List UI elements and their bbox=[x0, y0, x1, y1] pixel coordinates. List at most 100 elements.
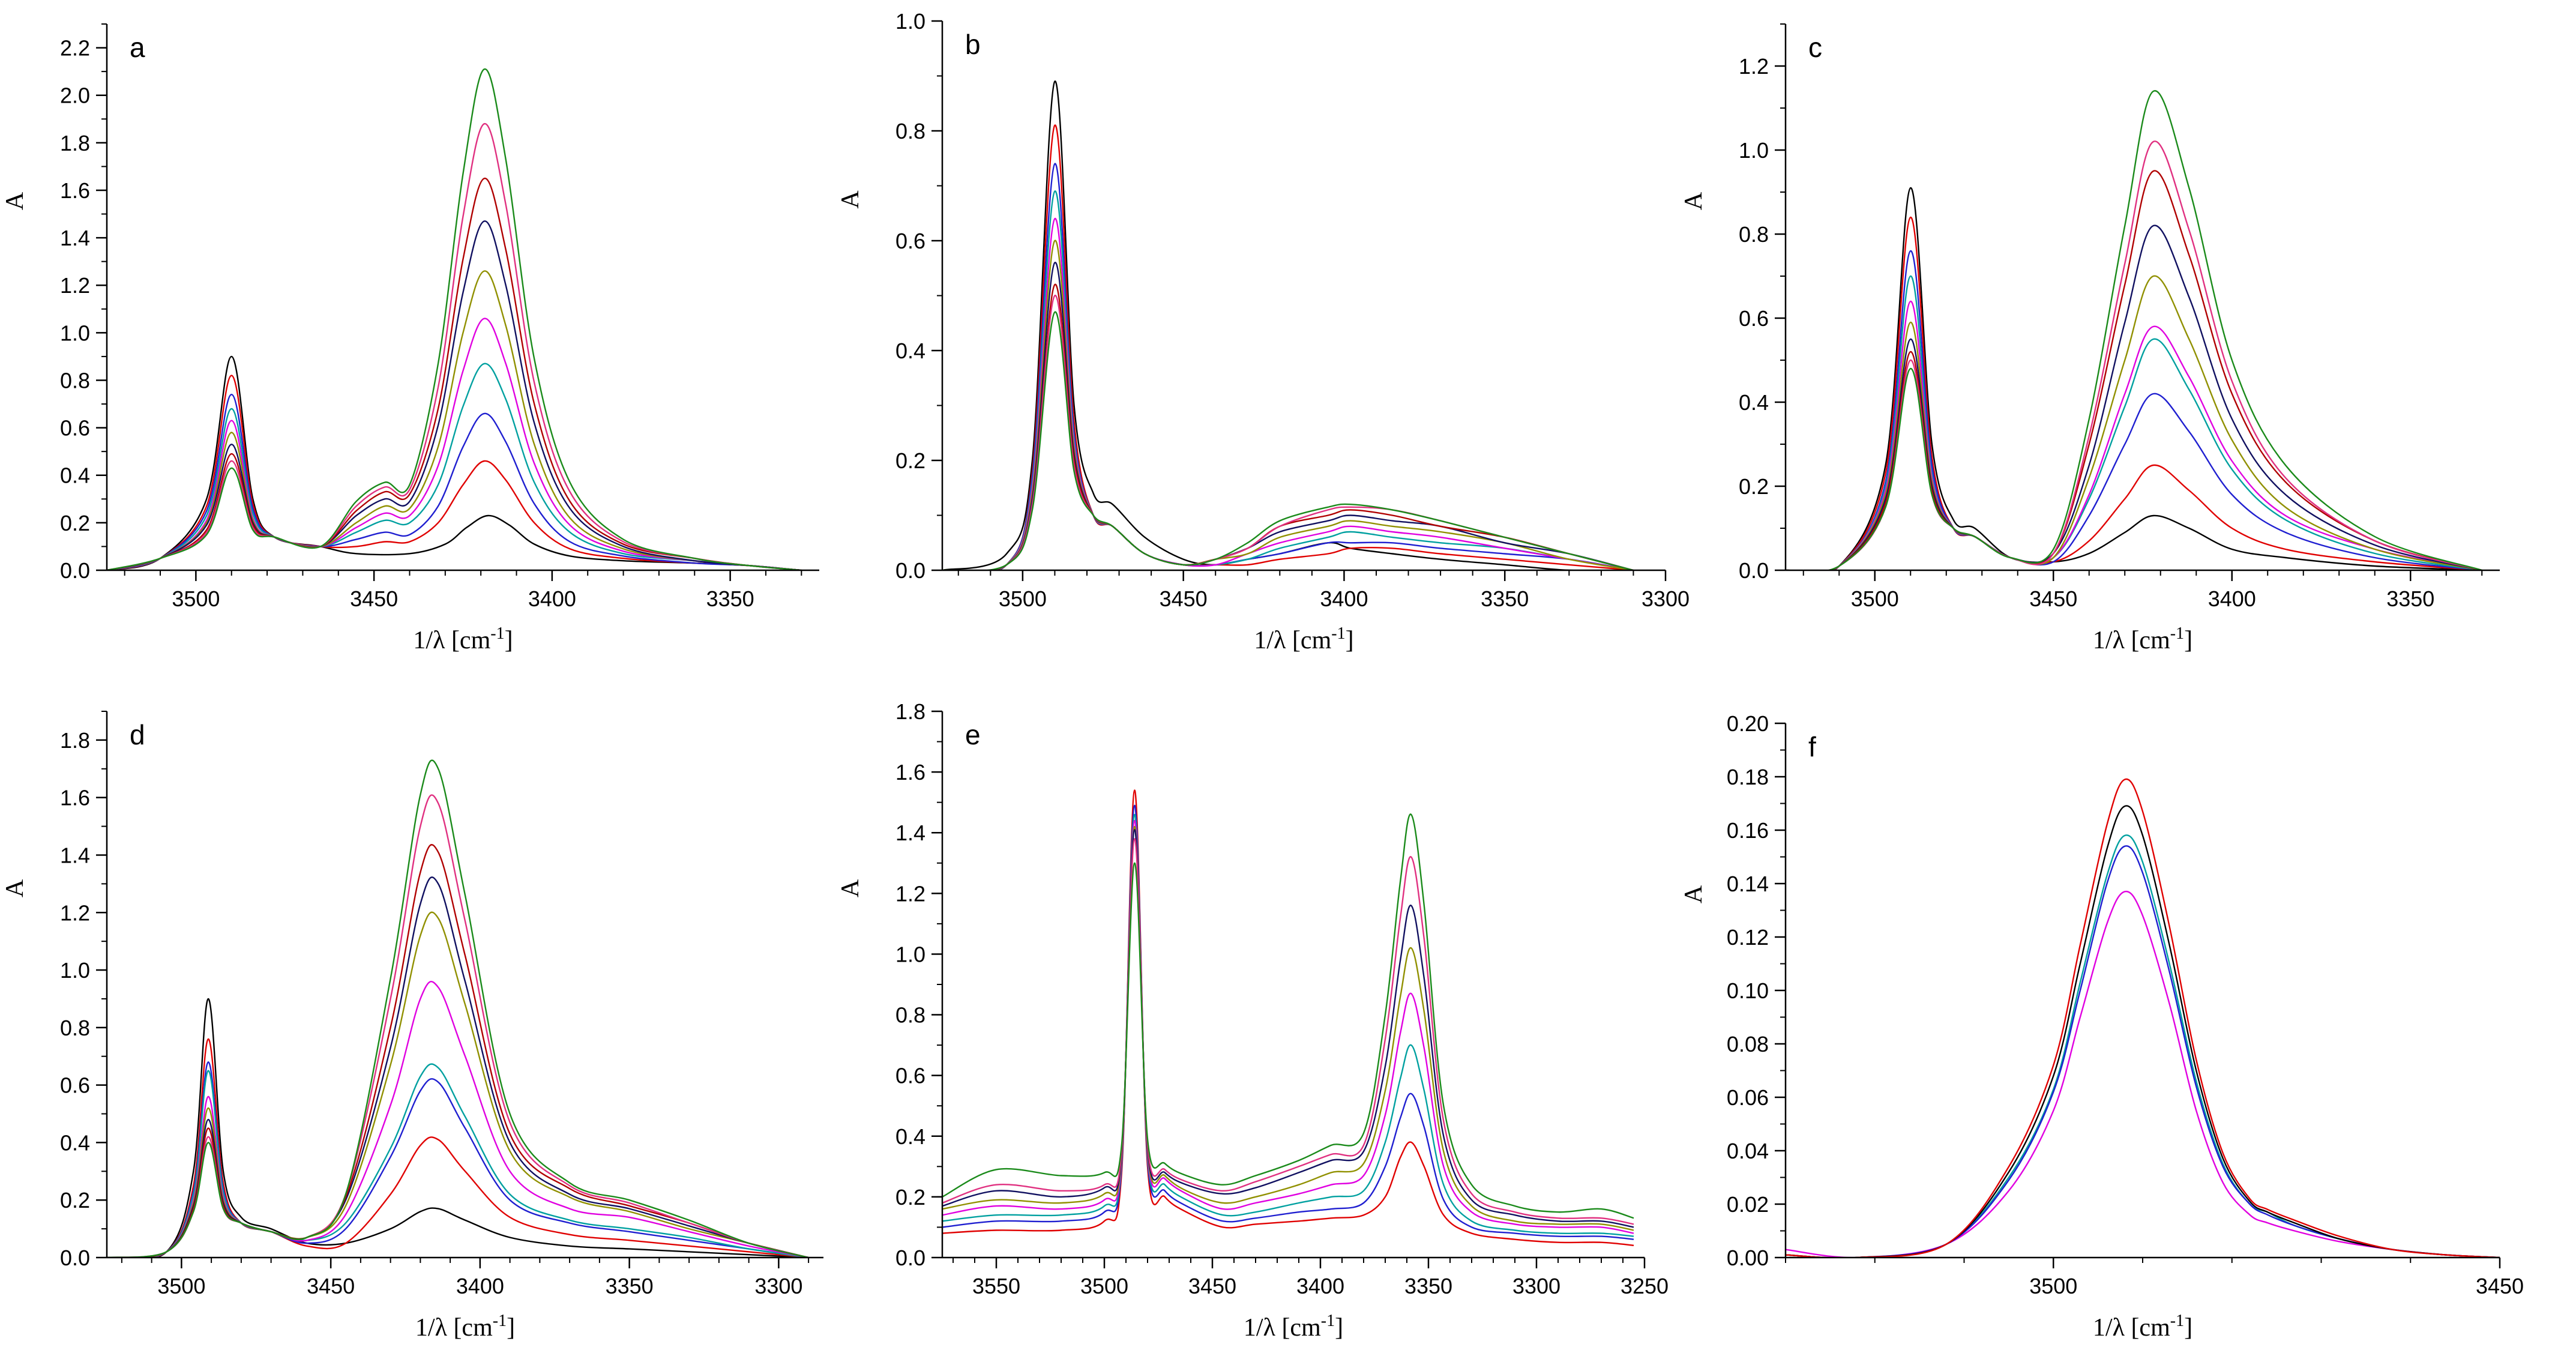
y-tick-label: 0.6 bbox=[895, 229, 925, 253]
series-line-9 bbox=[1786, 140, 2482, 570]
y-tick-label: 1.0 bbox=[1739, 138, 1769, 163]
y-tick-label: 1.6 bbox=[895, 760, 925, 785]
x-tick-label: 3450 bbox=[350, 586, 398, 611]
y-tick-label: 1.8 bbox=[895, 699, 925, 724]
y-tick-label: 1.6 bbox=[60, 786, 90, 810]
y-tick-label: 0.4 bbox=[1739, 390, 1769, 415]
series-line-10 bbox=[107, 68, 802, 570]
series-line-4 bbox=[942, 819, 1634, 1234]
series-line-1 bbox=[942, 789, 1634, 1246]
series-line-10 bbox=[107, 759, 809, 1258]
series-line-7 bbox=[1786, 224, 2482, 570]
series-line-4 bbox=[107, 363, 802, 570]
y-tick-label: 0.08 bbox=[1727, 1032, 1769, 1056]
panel-c: 0.0 0.2 0.4 0.6 0.8 1.0 1.2 3500 3450 3400 3350 1/λ… bbox=[1680, 23, 2500, 654]
series-line-9 bbox=[107, 123, 802, 570]
series-line-2 bbox=[1786, 216, 2482, 570]
series-group bbox=[1786, 90, 2482, 570]
x-axis-title: 1/λ [cm-1] bbox=[2093, 1312, 2192, 1342]
y-axis-title: A bbox=[1680, 885, 1708, 903]
y-axis-title: A bbox=[1, 191, 29, 210]
y-tick-label: 0.8 bbox=[60, 1016, 90, 1040]
series-line-2 bbox=[107, 1038, 809, 1258]
panel-b: 0.0 0.2 0.4 0.6 0.8 1.0 3500 3450 3400 3350 3300 1/… bbox=[837, 9, 1690, 654]
y-tick-label: 1.0 bbox=[895, 942, 925, 966]
x-tick-label: 3450 bbox=[307, 1274, 355, 1298]
y-tick-label: 1.2 bbox=[60, 900, 90, 925]
x-axis-title: 1/λ [cm-1] bbox=[415, 1312, 515, 1342]
x-tick-label: 3400 bbox=[1296, 1274, 1344, 1298]
y-tick-label: 0.6 bbox=[1739, 306, 1769, 331]
y-tick-label: 0.20 bbox=[1727, 711, 1769, 736]
y-tick-label: 1.6 bbox=[60, 178, 90, 203]
y-tick-label: 0.8 bbox=[895, 119, 925, 143]
panel-d: 0.0 0.2 0.4 0.6 0.8 1.0 1.2 1.4 1.6 1.8 3500 3450 34… bbox=[1, 711, 823, 1342]
x-tick-label: 3500 bbox=[172, 586, 220, 611]
series-line-5 bbox=[1786, 300, 2482, 570]
y-tick-label: 1.0 bbox=[60, 321, 90, 345]
x-tick-label: 3350 bbox=[606, 1274, 654, 1298]
y-tick-label: 0.12 bbox=[1727, 925, 1769, 950]
x-tick-label: 3500 bbox=[1851, 586, 1899, 611]
series-group bbox=[942, 789, 1634, 1246]
y-axis-title: A bbox=[837, 879, 864, 897]
series-line-6 bbox=[107, 270, 802, 570]
series-line-5 bbox=[107, 981, 809, 1258]
y-tick-label: 1.2 bbox=[60, 273, 90, 298]
y-tick-label: 0.0 bbox=[60, 1246, 90, 1270]
series-group bbox=[107, 759, 809, 1258]
y-tick-label: 0.2 bbox=[60, 511, 90, 535]
y-tick-label: 0.4 bbox=[60, 1130, 90, 1155]
y-tick-label: 0.2 bbox=[1739, 474, 1769, 499]
panel-f: 0.00 0.02 0.04 0.06 0.08 0.10 0.12 0.14 0.16 0.18… bbox=[1680, 711, 2524, 1342]
y-tick-label: 0.8 bbox=[60, 368, 90, 393]
series-line-2 bbox=[107, 375, 802, 570]
y-tick-label: 1.4 bbox=[60, 226, 90, 250]
series-line-7 bbox=[107, 220, 802, 570]
y-tick-label: 0.4 bbox=[895, 1124, 925, 1149]
y-tick-label: 0.04 bbox=[1727, 1139, 1769, 1163]
series-line-7 bbox=[942, 838, 1634, 1225]
series-line-6 bbox=[942, 828, 1634, 1228]
series-line-8 bbox=[107, 844, 809, 1258]
y-tick-label: 0.14 bbox=[1727, 872, 1769, 896]
y-tick-label: 1.8 bbox=[60, 728, 90, 753]
series-line-3 bbox=[107, 1061, 809, 1258]
series-line-10 bbox=[1786, 90, 2482, 570]
y-tick-label: 0.0 bbox=[1739, 558, 1769, 583]
series-line-8 bbox=[942, 813, 1634, 1219]
y-tick-label: 0.6 bbox=[60, 1073, 90, 1098]
series-line-3 bbox=[942, 813, 1634, 1237]
series-line-3 bbox=[1786, 845, 2500, 1258]
y-tick-label: 0.06 bbox=[1727, 1085, 1769, 1110]
y-tick-label: 0.16 bbox=[1727, 818, 1769, 843]
series-line-1 bbox=[1786, 890, 2500, 1258]
y-tick-label: 0.0 bbox=[60, 558, 90, 583]
y-tick-label: 0.6 bbox=[60, 416, 90, 441]
y-tick-label: 2.2 bbox=[60, 36, 90, 61]
series-line-8 bbox=[107, 178, 802, 570]
series-line-8 bbox=[1786, 170, 2482, 570]
x-tick-label: 3300 bbox=[1642, 586, 1690, 611]
y-tick-label: 1.8 bbox=[60, 131, 90, 155]
y-tick-label: 2.0 bbox=[60, 83, 90, 108]
x-axis-title: 1/λ [cm-1] bbox=[1254, 624, 1353, 654]
x-tick-label: 3300 bbox=[754, 1274, 802, 1298]
series-line-5 bbox=[107, 318, 802, 570]
series-line-2 bbox=[1786, 834, 2500, 1258]
panel-label: b bbox=[965, 29, 981, 60]
panel-label: a bbox=[130, 32, 145, 63]
y-axis-title: A bbox=[1680, 191, 1708, 210]
series-line-1 bbox=[1786, 187, 2482, 570]
y-tick-label: 0.2 bbox=[895, 1185, 925, 1210]
x-tick-label: 3500 bbox=[157, 1274, 205, 1298]
y-tick-label: 0.0 bbox=[895, 1246, 925, 1270]
panel-label: f bbox=[1808, 731, 1816, 762]
y-tick-label: 0.18 bbox=[1727, 765, 1769, 789]
y-tick-label: 0.8 bbox=[1739, 222, 1769, 247]
y-tick-label: 1.2 bbox=[895, 881, 925, 906]
y-axis-title: A bbox=[1, 879, 29, 897]
series-line-10 bbox=[942, 311, 1634, 570]
series-line-4 bbox=[1786, 805, 2500, 1258]
x-tick-label: 3350 bbox=[1481, 586, 1529, 611]
